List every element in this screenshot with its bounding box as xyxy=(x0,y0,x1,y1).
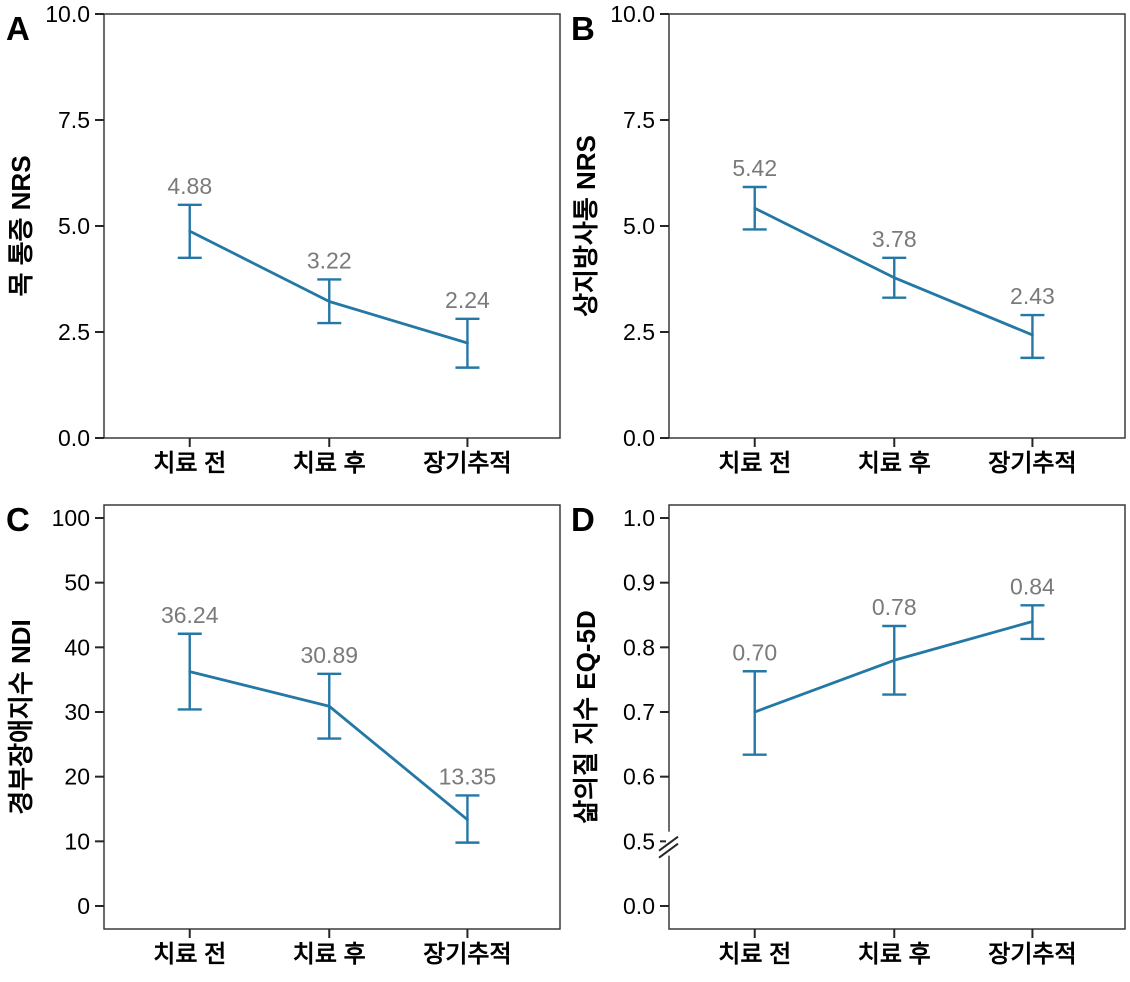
plot-border xyxy=(103,504,561,930)
panel-d-chart: 0.0 0.5 0.6 0.7 0.8 0.9 1.0 치료 전 치료 후 장기추적 삶의질 지수 … xyxy=(571,501,1126,968)
panel-b: 0.0 2.5 5.0 7.5 10.0 치료 전 치료 후 장기추적 상지방사통 NRS B 5.… xyxy=(565,0,1130,491)
y-axis-title: 경부장애지수 NDI xyxy=(6,619,36,815)
x-axis-tick-label: 장기추적 xyxy=(423,450,511,477)
panel-d: 0.0 0.5 0.6 0.7 0.8 0.9 1.0 치료 전 치료 후 장기추적 삶의질 지수 … xyxy=(565,491,1130,982)
y-axis-tick-label: 7.5 xyxy=(58,107,90,133)
x-axis-tick-label: 치료 후 xyxy=(293,941,366,968)
data-point-label: 0.84 xyxy=(1010,573,1055,599)
y-axis-tick-label: 50 xyxy=(64,570,90,596)
y-axis-tick-label: 0.0 xyxy=(623,893,655,919)
y-axis-tick-label: 1.0 xyxy=(623,505,655,531)
data-point-label: 3.22 xyxy=(307,247,352,273)
x-axis-tick-label: 치료 전 xyxy=(718,450,791,477)
y-axis-tick-label: 0.5 xyxy=(623,828,655,854)
x-axis-tick-label: 치료 전 xyxy=(718,941,791,968)
y-axis-tick-label: 0.8 xyxy=(623,634,655,660)
y-axis-tick-label: 0 xyxy=(77,893,90,919)
panel-a-chart: 0.0 2.5 5.0 7.5 10.0 치료 전 치료 후 장기추적 목 통증 NRS A 4.8… xyxy=(6,1,561,477)
panel-c: 0 10 20 30 40 50 100 치료 전 치료 후 장기추적 경부장애지수 NDI C 36.… xyxy=(0,491,565,982)
y-axis-tick-label: 30 xyxy=(64,699,90,725)
x-axis-tick-label: 치료 전 xyxy=(153,450,226,477)
y-axis-tick-label: 2.5 xyxy=(58,319,90,345)
y-axis-tick-label: 10.0 xyxy=(45,1,90,27)
y-axis-title: 삶의질 지수 EQ-5D xyxy=(571,610,601,824)
data-point-label: 2.24 xyxy=(445,287,490,313)
data-point-label: 5.42 xyxy=(732,155,777,181)
y-axis-tick-label: 0.7 xyxy=(623,699,655,725)
y-axis-tick-label: 5.0 xyxy=(623,213,655,239)
y-axis-tick-label: 5.0 xyxy=(58,213,90,239)
y-axis-tick-label: 100 xyxy=(52,505,90,531)
panel-b-chart: 0.0 2.5 5.0 7.5 10.0 치료 전 치료 후 장기추적 상지방사통 NRS B 5.… xyxy=(571,1,1126,477)
data-point-label: 4.88 xyxy=(167,173,212,199)
y-axis-title: 상지방사통 NRS xyxy=(571,135,601,317)
y-axis-tick-label: 0.9 xyxy=(623,570,655,596)
plot-border xyxy=(668,504,1126,930)
y-axis-tick-label: 0.0 xyxy=(623,425,655,451)
panel-a: 0.0 2.5 5.0 7.5 10.0 치료 전 치료 후 장기추적 목 통증 NRS A 4.8… xyxy=(0,0,565,491)
data-point-label: 13.35 xyxy=(439,763,497,789)
y-axis-tick-label: 20 xyxy=(64,764,90,790)
data-point-label: 2.43 xyxy=(1010,283,1055,309)
data-point-label: 3.78 xyxy=(872,226,917,252)
panel-c-chart: 0 10 20 30 40 50 100 치료 전 치료 후 장기추적 경부장애지수 NDI C 36.… xyxy=(6,501,561,968)
panel-letter: A xyxy=(6,10,30,47)
y-axis-tick-label: 0.0 xyxy=(58,425,90,451)
data-point-label: 0.70 xyxy=(732,639,777,665)
x-axis-tick-label: 장기추적 xyxy=(988,450,1076,477)
y-axis-tick-label: 40 xyxy=(64,634,90,660)
y-axis-title: 목 통증 NRS xyxy=(6,155,36,296)
x-axis-tick-label: 장기추적 xyxy=(423,941,511,968)
x-axis-tick-label: 장기추적 xyxy=(988,941,1076,968)
data-point-label: 30.89 xyxy=(300,642,358,668)
panel-letter: D xyxy=(571,501,595,538)
panel-letter: C xyxy=(6,501,30,538)
y-axis-tick-label: 2.5 xyxy=(623,319,655,345)
data-point-label: 36.24 xyxy=(161,602,219,628)
axis-break-icon xyxy=(658,842,679,859)
y-axis-tick-label: 7.5 xyxy=(623,107,655,133)
x-axis-tick-label: 치료 후 xyxy=(858,450,931,477)
panel-letter: B xyxy=(571,10,595,47)
axis-break-icon xyxy=(658,835,679,852)
x-axis-tick-label: 치료 전 xyxy=(153,941,226,968)
y-axis-tick-label: 0.6 xyxy=(623,764,655,790)
y-axis-tick-label: 10 xyxy=(64,828,90,854)
y-axis-tick-label: 10.0 xyxy=(610,1,655,27)
x-axis-tick-label: 치료 후 xyxy=(293,450,366,477)
plot-border xyxy=(103,13,561,439)
x-axis-tick-label: 치료 후 xyxy=(858,941,931,968)
data-point-label: 0.78 xyxy=(872,594,917,620)
